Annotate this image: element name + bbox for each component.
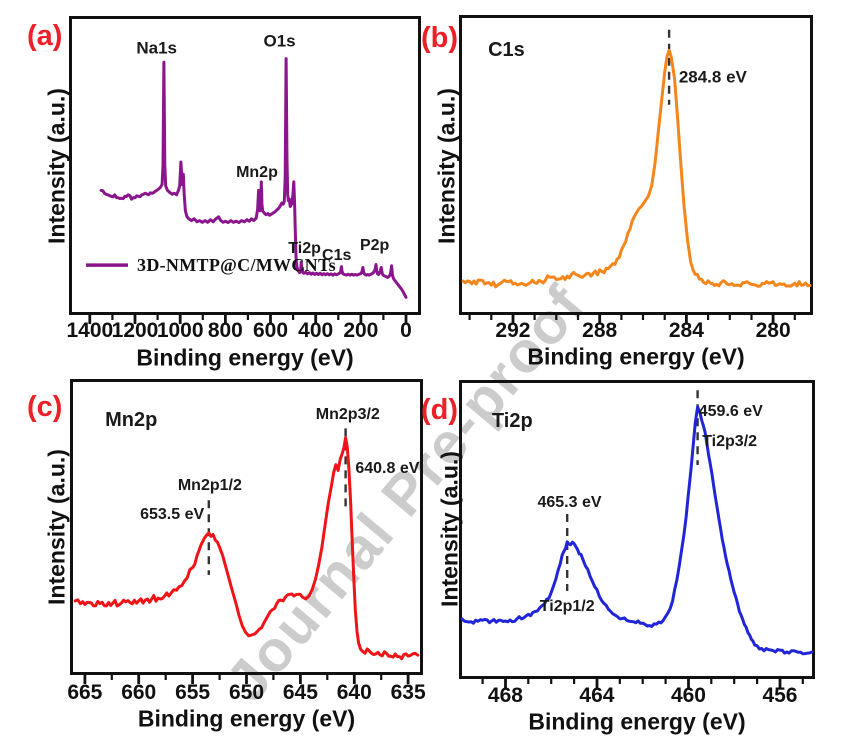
spectrum-curve-c	[73, 436, 420, 661]
x-tick-label: 200	[343, 319, 379, 342]
panel-a-plot	[86, 57, 408, 324]
spectrum-curve-d	[460, 405, 814, 656]
annotation-mn2p3-2: Mn2p3/2	[315, 406, 380, 424]
annotation-c1s: C1s	[322, 247, 352, 265]
panel-d-plot	[460, 390, 814, 688]
x-tick-label: 1000	[156, 319, 204, 342]
x-tick-label: 1200	[111, 319, 159, 342]
panel-c-frame	[70, 379, 423, 675]
annotation-459-6-ev: 459.6 eV	[698, 403, 763, 421]
panel-d-frame	[459, 380, 815, 679]
x-tick-label: 800	[207, 319, 243, 342]
x-axis-title: Binding energy (eV)	[136, 344, 354, 371]
x-tick-label: 292	[495, 319, 531, 342]
panel-b-frame	[459, 15, 813, 315]
annotation-ti2p1-2: Ti2p1/2	[539, 598, 595, 616]
panel-a-frame	[69, 16, 421, 315]
x-tick-label: 640	[336, 681, 372, 704]
annotation-284-8-ev: 284.8 eV	[678, 67, 747, 87]
x-tick-label: 665	[67, 681, 103, 704]
annotation-465-3-ev: 465.3 eV	[537, 494, 602, 512]
panel-c-plot	[73, 428, 420, 684]
annotation-c1s: C1s	[488, 39, 525, 62]
x-axis-title: Binding energy (eV)	[527, 343, 745, 370]
x-tick-label: 645	[282, 681, 318, 704]
x-tick-label: 456	[762, 684, 798, 707]
x-tick-label: 660	[121, 681, 157, 704]
x-tick-label: 284	[668, 319, 704, 342]
x-axis-title: Binding energy (eV)	[528, 708, 746, 735]
panel-letter-c: (c)	[27, 391, 63, 423]
x-tick-label: 650	[228, 681, 265, 704]
annotation-ti2p3-2: Ti2p3/2	[702, 432, 758, 450]
y-axis-title: Intensity (a.u.)	[436, 451, 463, 607]
annotation-ti2p: Ti2p	[288, 240, 321, 257]
annotation-653-5-ev: 653.5 eV	[140, 506, 205, 524]
x-axis-title: Binding energy (eV)	[137, 705, 356, 732]
panel-b-plot	[461, 29, 812, 324]
x-tick-label: 280	[755, 319, 791, 342]
x-tick-label: 468	[487, 684, 523, 707]
x-tick-label: 464	[579, 684, 615, 707]
panel-letter-d: (d)	[421, 394, 459, 426]
x-tick-label: 600	[252, 319, 289, 342]
annotation-mn2p: Mn2p	[105, 408, 158, 431]
panel-letter-b: (b)	[421, 22, 459, 54]
x-tick-label: 1400	[66, 319, 114, 342]
x-tick-label: 0	[400, 319, 412, 342]
annotation-p2p: P2p	[359, 237, 390, 255]
x-tick-label: 288	[582, 319, 618, 342]
annotation-o1s: O1s	[263, 31, 296, 51]
x-tick-label: 655	[175, 681, 211, 704]
legend-label: 3D-NMTP@C/MWCNTs	[137, 255, 336, 276]
annotation-mn2p: Mn2p	[236, 163, 278, 181]
x-tick-label: 400	[298, 319, 334, 342]
spectrum-curve-b	[461, 48, 812, 289]
spectrum-curve-a	[99, 57, 408, 299]
annotation-na1s: Na1s	[136, 38, 178, 58]
annotation-mn2p1-2: Mn2p1/2	[177, 477, 242, 495]
panel-letter-a: (a)	[27, 20, 63, 52]
annotation-ti2p: Ti2p	[491, 410, 533, 433]
x-tick-label: 460	[670, 684, 706, 707]
annotation-640-8-ev: 640.8 eV	[355, 460, 420, 477]
x-tick-label: 635	[390, 681, 426, 704]
